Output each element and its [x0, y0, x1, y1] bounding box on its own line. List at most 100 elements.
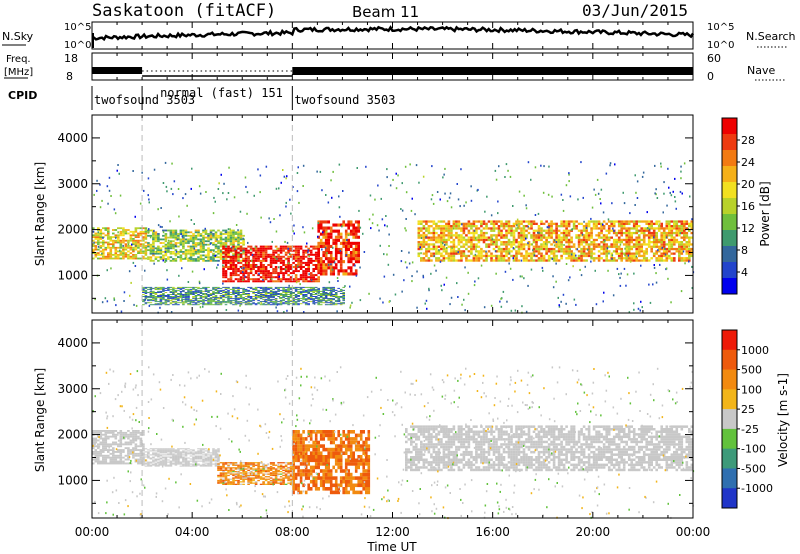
heatmap-cell: [683, 231, 686, 235]
heatmap-cell: [595, 234, 598, 237]
heatmap-cell: [262, 268, 265, 270]
heatmap-cell: [247, 303, 250, 305]
heatmap-cell: [329, 302, 333, 304]
heatmap-cell: [124, 232, 128, 235]
heatmap-cell: [430, 238, 433, 242]
heatmap-cell: [232, 243, 235, 246]
heatmap-speckle: [439, 260, 442, 263]
heatmap-cell: [655, 252, 658, 255]
heatmap-cell: [690, 243, 694, 246]
heatmap-speckle: [415, 164, 418, 167]
heatmap-cell: [302, 297, 305, 299]
heatmap-speckle: [525, 237, 527, 240]
heatmap-speckle: [161, 226, 163, 228]
heatmap-cell: [317, 263, 320, 267]
heatmap-cell: [467, 259, 471, 262]
heatmap-cell: [497, 238, 501, 242]
heatmap-cell: [144, 250, 148, 253]
heatmap-cell: [232, 238, 235, 241]
heatmap-cell: [319, 300, 323, 302]
heatmap-cell: [227, 254, 230, 257]
heatmap-cell: [247, 259, 250, 262]
heatmap-cell: [475, 227, 478, 230]
heatmap-cell: [294, 274, 298, 277]
heatmap-cell: [197, 252, 200, 255]
heatmap-cell: [204, 231, 208, 234]
heatmap-speckle: [436, 191, 439, 193]
heatmap-cell: [267, 247, 270, 250]
heatmap-cell: [277, 293, 280, 294]
heatmap-cell: [147, 461, 150, 463]
heatmap-cell: [279, 257, 283, 260]
heatmap-cell: [262, 270, 265, 273]
heatmap-cell: [179, 288, 183, 290]
heatmap-cell: [282, 303, 285, 305]
heatmap-cell: [497, 231, 501, 235]
heatmap-cell: [302, 266, 305, 268]
heatmap-cell: [475, 238, 478, 242]
heatmap-cell: [520, 238, 523, 242]
heatmap-speckle: [113, 297, 115, 300]
heatmap-cell: [327, 251, 330, 255]
heatmap-speckle: [386, 253, 388, 256]
heatmap-cell: [432, 243, 436, 246]
heatmap-cell: [302, 251, 305, 254]
heatmap-cell: [457, 243, 461, 246]
heatmap-speckle: [349, 306, 351, 309]
heatmap-cell: [169, 245, 173, 248]
heatmap-cell: [212, 292, 215, 293]
heatmap-speckle: [433, 255, 435, 258]
heatmap-cell: [177, 304, 180, 306]
heatmap-cell: [292, 257, 295, 260]
heatmap-speckle: [449, 192, 452, 195]
heatmap-cell: [442, 257, 446, 260]
heatmap-cell: [127, 458, 130, 461]
heatmap-cell: [324, 247, 328, 251]
heatmap-cell: [222, 261, 225, 264]
heatmap-cell: [517, 234, 521, 237]
heatmap-cell: [234, 270, 238, 273]
heatmap-cell: [287, 266, 290, 268]
heatmap-speckle: [609, 162, 612, 165]
heatmap-cell: [337, 251, 340, 255]
heatmap-cell: [254, 270, 258, 273]
heatmap-cell: [292, 303, 295, 305]
heatmap-cell: [232, 242, 235, 244]
heatmap-cell: [522, 245, 526, 248]
heatmap-speckle: [280, 181, 282, 184]
heatmap-cell: [665, 225, 669, 228]
heatmap-cell: [267, 288, 270, 290]
heatmap-cell: [262, 288, 265, 290]
heatmap-speckle: [273, 218, 275, 220]
heatmap-cell: [435, 245, 438, 248]
heatmap-cell: [319, 301, 323, 303]
heatmap-cell: [157, 303, 160, 305]
heatmap-cell: [447, 234, 451, 237]
heatmap-cell: [179, 300, 183, 302]
heatmap-cell: [317, 260, 320, 264]
heatmap-cell: [244, 301, 248, 303]
heatmap-cell: [94, 232, 98, 235]
heatmap-cell: [605, 259, 608, 262]
heatmap-cell: [440, 259, 443, 262]
heatmap-cell: [472, 238, 476, 242]
heatmap-cell: [567, 254, 571, 258]
heatmap-speckle: [607, 218, 610, 221]
heatmap-cell: [312, 290, 315, 292]
heatmap-cell: [237, 236, 240, 239]
heatmap-cell: [657, 229, 661, 232]
heatmap-cell: [277, 249, 280, 252]
heatmap-cell: [319, 244, 323, 248]
heatmap-cell: [427, 238, 431, 242]
heatmap-cell: [688, 236, 691, 239]
heatmap-cell: [642, 243, 646, 246]
heatmap-cell: [217, 240, 220, 243]
heatmap-cell: [277, 259, 280, 262]
heatmap-speckle: [634, 174, 636, 177]
heatmap-cell: [342, 293, 345, 294]
heatmap-cell: [314, 290, 318, 292]
heatmap-cell: [122, 254, 125, 256]
heatmap-cell: [147, 465, 150, 467]
heatmap-cell: [99, 454, 103, 457]
heatmap-cell: [685, 252, 689, 255]
